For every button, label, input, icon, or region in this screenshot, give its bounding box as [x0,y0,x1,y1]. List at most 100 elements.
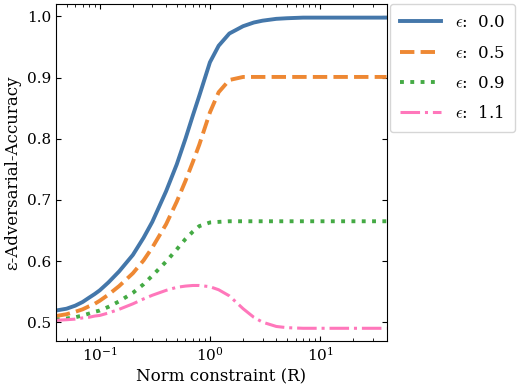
$\epsilon$:  0.9: (2.5, 0.665): 0.9: (2.5, 0.665) [251,219,257,223]
$\epsilon$:  1.1: (15, 0.49): 1.1: (15, 0.49) [336,326,343,331]
$\epsilon$:  0.5: (0.5, 0.697): 0.5: (0.5, 0.697) [174,199,180,204]
$\epsilon$:  0.5: (7, 0.901): 0.5: (7, 0.901) [300,74,306,79]
$\epsilon$:  1.1: (0.09, 0.51): 1.1: (0.09, 0.51) [92,314,98,318]
X-axis label: Norm constraint (R): Norm constraint (R) [136,369,306,386]
$\epsilon$:  0.0: (0.2, 0.61): 0.0: (0.2, 0.61) [130,253,136,257]
$\epsilon$:  0.5: (5, 0.901): 0.5: (5, 0.901) [284,74,290,79]
$\epsilon$:  1.1: (0.5, 0.557): 1.1: (0.5, 0.557) [174,285,180,290]
$\epsilon$:  0.9: (1.5, 0.665): 0.9: (1.5, 0.665) [226,219,232,223]
$\epsilon$:  0.0: (3, 0.993): 0.0: (3, 0.993) [259,18,266,23]
$\epsilon$:  0.0: (0.06, 0.527): 0.0: (0.06, 0.527) [72,303,79,308]
$\epsilon$:  0.5: (0.1, 0.535): 0.5: (0.1, 0.535) [97,298,103,303]
$\epsilon$:  1.1: (2.5, 0.508): 1.1: (2.5, 0.508) [251,315,257,320]
$\epsilon$:  1.1: (1.2, 0.553): 1.1: (1.2, 0.553) [215,287,222,292]
$\epsilon$:  1.1: (7, 0.49): 1.1: (7, 0.49) [300,326,306,331]
$\epsilon$:  1.1: (25, 0.49): 1.1: (25, 0.49) [361,326,367,331]
$\epsilon$:  0.0: (1, 0.925): 0.0: (1, 0.925) [207,60,213,65]
$\epsilon$:  0.5: (0.06, 0.517): 0.5: (0.06, 0.517) [72,309,79,314]
$\epsilon$:  0.9: (0.12, 0.525): 0.9: (0.12, 0.525) [106,305,112,309]
$\epsilon$:  0.9: (1.2, 0.664): 0.9: (1.2, 0.664) [215,220,222,224]
$\epsilon$:  1.1: (3, 0.5): 1.1: (3, 0.5) [259,320,266,324]
Legend: $\epsilon$:  0.0, $\epsilon$:  0.5, $\epsilon$:  0.9, $\epsilon$:  1.1: $\epsilon$: 0.0, $\epsilon$: 0.5, $\epsi… [390,4,515,132]
$\epsilon$:  0.0: (0.08, 0.54): 0.0: (0.08, 0.54) [86,295,92,300]
$\epsilon$:  0.0: (0.6, 0.8): 0.0: (0.6, 0.8) [183,136,189,141]
$\epsilon$:  0.0: (0.1, 0.552): 0.0: (0.1, 0.552) [97,288,103,293]
$\epsilon$:  0.5: (0.8, 0.79): 0.5: (0.8, 0.79) [196,142,202,147]
Y-axis label: ε-Adversarial-Accuracy: ε-Adversarial-Accuracy [4,75,21,269]
$\epsilon$:  0.5: (1.2, 0.876): 0.5: (1.2, 0.876) [215,90,222,94]
$\epsilon$:  1.1: (2, 0.522): 1.1: (2, 0.522) [240,307,246,311]
Line: $\epsilon$:  0.0: $\epsilon$: 0.0 [56,18,386,310]
$\epsilon$:  0.0: (0.12, 0.565): 0.0: (0.12, 0.565) [106,280,112,285]
$\epsilon$:  0.0: (0.04, 0.519): 0.0: (0.04, 0.519) [53,308,59,313]
$\epsilon$:  0.5: (25, 0.901): 0.5: (25, 0.901) [361,74,367,79]
$\epsilon$:  1.1: (0.06, 0.505): 1.1: (0.06, 0.505) [72,317,79,321]
$\epsilon$:  0.5: (40, 0.901): 0.5: (40, 0.901) [383,74,389,79]
$\epsilon$:  0.9: (10, 0.665): 0.9: (10, 0.665) [317,219,323,223]
$\epsilon$:  0.5: (0.7, 0.762): 0.5: (0.7, 0.762) [190,160,196,164]
$\epsilon$:  0.9: (0.04, 0.504): 0.9: (0.04, 0.504) [53,317,59,322]
$\epsilon$:  0.5: (0.12, 0.545): 0.5: (0.12, 0.545) [106,292,112,297]
$\epsilon$:  1.1: (4, 0.493): 1.1: (4, 0.493) [273,324,279,329]
$\epsilon$:  0.9: (0.09, 0.517): 0.9: (0.09, 0.517) [92,309,98,314]
$\epsilon$:  1.1: (5, 0.491): 1.1: (5, 0.491) [284,325,290,330]
$\epsilon$:  1.1: (1, 0.558): 1.1: (1, 0.558) [207,284,213,289]
$\epsilon$:  0.0: (10, 0.998): 0.0: (10, 0.998) [317,15,323,20]
Line: $\epsilon$:  0.5: $\epsilon$: 0.5 [56,77,386,316]
$\epsilon$:  0.9: (25, 0.665): 0.9: (25, 0.665) [361,219,367,223]
$\epsilon$:  0.0: (1.5, 0.972): 0.0: (1.5, 0.972) [226,31,232,36]
$\epsilon$:  1.1: (0.6, 0.559): 1.1: (0.6, 0.559) [183,284,189,289]
$\epsilon$:  1.1: (0.7, 0.56): 1.1: (0.7, 0.56) [190,283,196,288]
$\epsilon$:  0.5: (3, 0.901): 0.5: (3, 0.901) [259,74,266,79]
$\epsilon$:  1.1: (0.04, 0.503): 1.1: (0.04, 0.503) [53,318,59,323]
$\epsilon$:  0.0: (15, 0.998): 0.0: (15, 0.998) [336,15,343,20]
$\epsilon$:  0.0: (0.3, 0.664): 0.0: (0.3, 0.664) [149,220,155,224]
$\epsilon$:  1.1: (0.07, 0.507): 1.1: (0.07, 0.507) [80,316,86,320]
$\epsilon$:  0.5: (0.04, 0.51): 0.5: (0.04, 0.51) [53,314,59,318]
$\epsilon$:  0.5: (1.5, 0.896): 0.5: (1.5, 0.896) [226,78,232,82]
$\epsilon$:  0.5: (0.2, 0.58): 0.5: (0.2, 0.58) [130,271,136,276]
$\epsilon$:  0.5: (0.05, 0.513): 0.5: (0.05, 0.513) [63,312,70,317]
$\epsilon$:  0.5: (0.6, 0.731): 0.5: (0.6, 0.731) [183,179,189,183]
$\epsilon$:  0.5: (0.3, 0.622): 0.5: (0.3, 0.622) [149,245,155,250]
$\epsilon$:  0.9: (5, 0.665): 0.9: (5, 0.665) [284,219,290,223]
$\epsilon$:  0.5: (2.5, 0.901): 0.5: (2.5, 0.901) [251,74,257,79]
$\epsilon$:  0.9: (0.08, 0.514): 0.9: (0.08, 0.514) [86,311,92,316]
$\epsilon$:  0.9: (0.4, 0.599): 0.9: (0.4, 0.599) [163,259,169,264]
$\epsilon$:  1.1: (0.4, 0.552): 1.1: (0.4, 0.552) [163,288,169,293]
$\epsilon$:  0.0: (0.15, 0.583): 0.0: (0.15, 0.583) [116,269,122,274]
$\epsilon$:  0.0: (40, 0.998): 0.0: (40, 0.998) [383,15,389,20]
$\epsilon$:  0.9: (0.06, 0.508): 0.9: (0.06, 0.508) [72,315,79,320]
$\epsilon$:  0.9: (0.8, 0.657): 0.9: (0.8, 0.657) [196,224,202,229]
$\epsilon$:  0.9: (7, 0.665): 0.9: (7, 0.665) [300,219,306,223]
$\epsilon$:  0.5: (1, 0.843): 0.5: (1, 0.843) [207,110,213,115]
$\epsilon$:  0.0: (4, 0.996): 0.0: (4, 0.996) [273,16,279,21]
$\epsilon$:  0.0: (0.4, 0.714): 0.0: (0.4, 0.714) [163,189,169,194]
$\epsilon$:  0.0: (7, 0.998): 0.0: (7, 0.998) [300,15,306,20]
$\epsilon$:  0.5: (0.25, 0.601): 0.5: (0.25, 0.601) [140,258,147,263]
$\epsilon$:  0.5: (10, 0.901): 0.5: (10, 0.901) [317,74,323,79]
Line: $\epsilon$:  0.9: $\epsilon$: 0.9 [56,221,386,320]
$\epsilon$:  1.1: (0.08, 0.508): 1.1: (0.08, 0.508) [86,315,92,320]
$\epsilon$:  1.1: (1.5, 0.543): 1.1: (1.5, 0.543) [226,294,232,298]
$\epsilon$:  0.9: (0.2, 0.548): 0.9: (0.2, 0.548) [130,291,136,295]
$\epsilon$:  0.0: (0.25, 0.638): 0.0: (0.25, 0.638) [140,236,147,240]
$\epsilon$:  0.5: (0.09, 0.53): 0.5: (0.09, 0.53) [92,301,98,306]
$\epsilon$:  1.1: (0.8, 0.56): 1.1: (0.8, 0.56) [196,283,202,288]
$\epsilon$:  0.0: (0.07, 0.533): 0.0: (0.07, 0.533) [80,300,86,304]
$\epsilon$:  0.5: (2, 0.901): 0.5: (2, 0.901) [240,74,246,79]
$\epsilon$:  0.0: (1.2, 0.952): 0.0: (1.2, 0.952) [215,43,222,48]
$\epsilon$:  0.9: (0.25, 0.562): 0.9: (0.25, 0.562) [140,282,147,287]
$\epsilon$:  0.0: (2, 0.984): 0.0: (2, 0.984) [240,24,246,28]
$\epsilon$:  0.0: (0.09, 0.546): 0.0: (0.09, 0.546) [92,292,98,296]
$\epsilon$:  1.1: (40, 0.49): 1.1: (40, 0.49) [383,326,389,331]
$\epsilon$:  0.5: (0.08, 0.526): 0.5: (0.08, 0.526) [86,304,92,308]
$\epsilon$:  0.9: (40, 0.665): 0.9: (40, 0.665) [383,219,389,223]
$\epsilon$:  1.1: (0.2, 0.53): 1.1: (0.2, 0.53) [130,301,136,306]
$\epsilon$:  0.9: (3, 0.665): 0.9: (3, 0.665) [259,219,266,223]
$\epsilon$:  1.1: (0.15, 0.521): 1.1: (0.15, 0.521) [116,307,122,312]
$\epsilon$:  1.1: (10, 0.49): 1.1: (10, 0.49) [317,326,323,331]
$\epsilon$:  1.1: (0.3, 0.544): 1.1: (0.3, 0.544) [149,293,155,298]
$\epsilon$:  0.5: (0.07, 0.521): 0.5: (0.07, 0.521) [80,307,86,312]
$\epsilon$:  0.9: (4, 0.665): 0.9: (4, 0.665) [273,219,279,223]
